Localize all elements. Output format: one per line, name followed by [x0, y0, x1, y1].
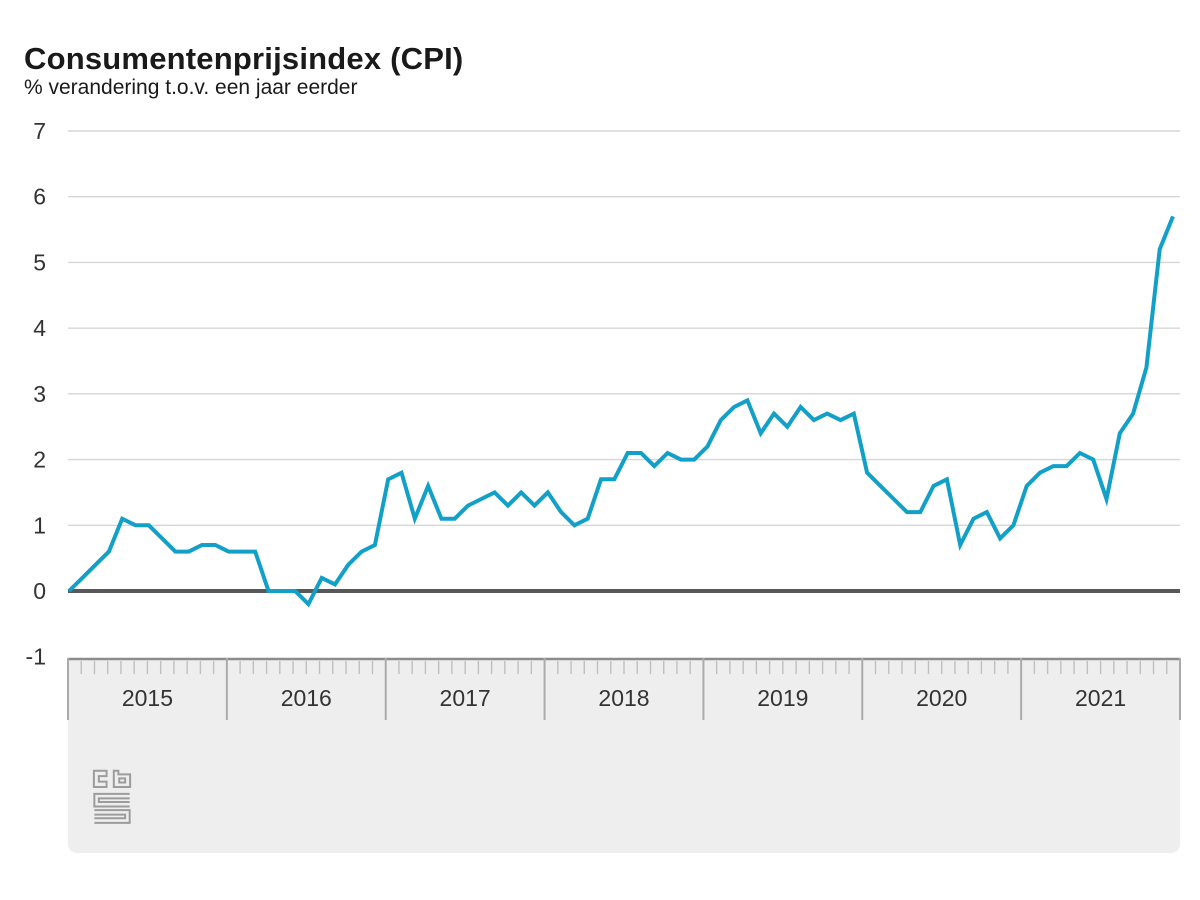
y-tick-label: 0: [33, 578, 46, 604]
year-label: 2015: [122, 685, 173, 711]
chart-subtitle: % verandering t.o.v. een jaar eerder: [24, 76, 358, 99]
year-label: 2018: [598, 685, 649, 711]
y-tick-label: 3: [33, 381, 46, 407]
y-tick-label: 2: [33, 447, 46, 473]
year-label: 2017: [440, 685, 491, 711]
x-axis-band: 2015 2016 2017 2018 2019 2020 2021: [67, 657, 1181, 853]
cbs-logo: [91, 768, 133, 826]
y-tick-label: 5: [33, 249, 46, 275]
y-tick-label: 7: [33, 118, 46, 144]
year-label: 2021: [1075, 685, 1126, 711]
cbs-logo-icon: [92, 769, 132, 824]
y-tick-label: 1: [33, 512, 46, 538]
chart-title: Consumentenprijsindex (CPI): [24, 40, 464, 76]
y-tick-label: 6: [33, 184, 46, 210]
cpi-line: [67, 215, 1175, 608]
y-axis-labels: 7 6 5 4 3 2 1 0 -1: [26, 118, 47, 670]
year-label: 2020: [916, 685, 967, 711]
y-tick-label: 4: [33, 315, 46, 341]
year-label: 2019: [757, 685, 808, 711]
year-label: 2016: [281, 685, 332, 711]
y-tick-label: -1: [26, 644, 46, 670]
